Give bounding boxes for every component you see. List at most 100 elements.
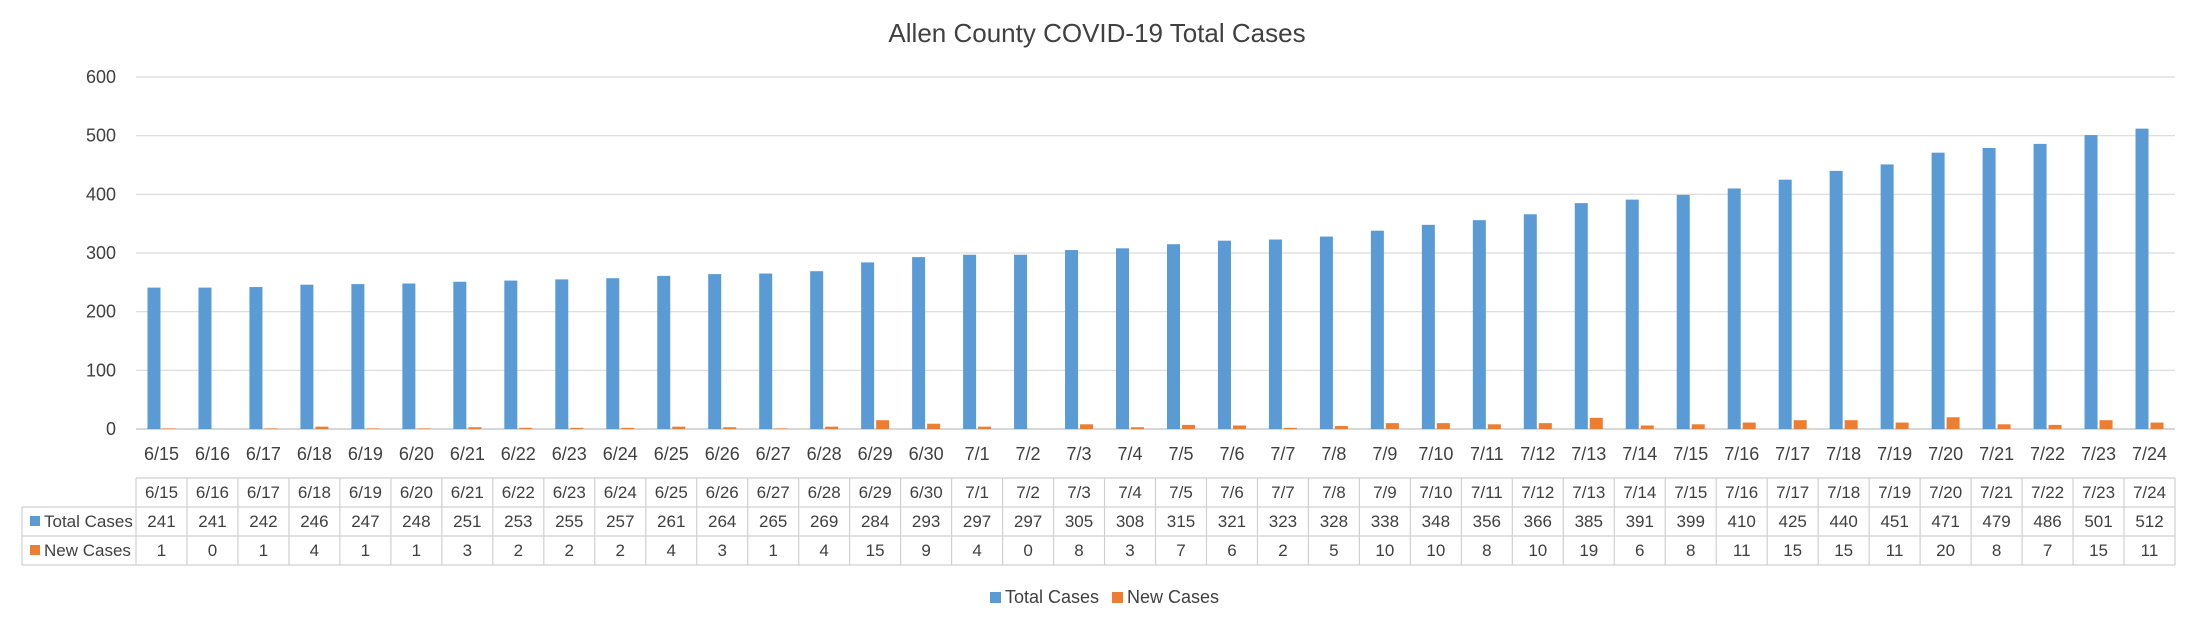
table-value-cell: 242 bbox=[249, 512, 277, 531]
bar-new-cases bbox=[774, 428, 788, 429]
bar-total-cases bbox=[1676, 194, 1690, 429]
table-value-cell: 486 bbox=[2033, 512, 2061, 531]
table-header-cell: 7/9 bbox=[1373, 483, 1397, 502]
bar-new-cases bbox=[1283, 427, 1297, 429]
table-value-cell: 247 bbox=[351, 512, 379, 531]
table-header-cell: 6/24 bbox=[604, 483, 637, 502]
table-header-cell: 7/6 bbox=[1220, 483, 1244, 502]
table-header-cell: 7/24 bbox=[2133, 483, 2166, 502]
table-header-cell: 7/13 bbox=[1572, 483, 1605, 502]
bar-new-cases bbox=[570, 427, 584, 429]
table-value-cell: 410 bbox=[1728, 512, 1756, 531]
y-tick-label: 300 bbox=[86, 243, 116, 263]
table-value-cell: 348 bbox=[1422, 512, 1450, 531]
legend-key bbox=[990, 592, 1001, 603]
y-tick-label: 0 bbox=[106, 419, 116, 439]
y-tick-label: 400 bbox=[86, 184, 116, 204]
x-tick-label: 7/16 bbox=[1724, 444, 1759, 464]
table-value-cell: 4 bbox=[972, 541, 981, 560]
bar-total-cases bbox=[1778, 179, 1792, 429]
table-value-cell: 3 bbox=[717, 541, 726, 560]
bar-total-cases bbox=[504, 280, 518, 429]
table-value-cell: 8 bbox=[1482, 541, 1491, 560]
bar-total-cases bbox=[606, 278, 620, 429]
table-header-cell: 6/28 bbox=[808, 483, 841, 502]
table-value-cell: 10 bbox=[1426, 541, 1445, 560]
bar-total-cases bbox=[912, 257, 926, 429]
table-header-cell: 6/30 bbox=[910, 483, 943, 502]
table-value-cell: 8 bbox=[1992, 541, 2001, 560]
bar-total-cases bbox=[1166, 244, 1180, 429]
table-value-cell: 19 bbox=[1579, 541, 1598, 560]
x-tick-label: 7/8 bbox=[1321, 444, 1346, 464]
y-tick-label: 100 bbox=[86, 360, 116, 380]
bar-new-cases bbox=[366, 428, 380, 429]
table-value-cell: 0 bbox=[1023, 541, 1032, 560]
table-header-cell: 6/29 bbox=[859, 483, 892, 502]
table-legend-key bbox=[30, 516, 40, 526]
table-value-cell: 3 bbox=[1125, 541, 1134, 560]
bar-new-cases bbox=[1844, 420, 1858, 429]
table-value-cell: 10 bbox=[1528, 541, 1547, 560]
table-value-cell: 241 bbox=[198, 512, 226, 531]
bar-new-cases bbox=[2150, 422, 2164, 429]
bar-new-cases bbox=[1742, 422, 1756, 429]
y-tick-label: 200 bbox=[86, 302, 116, 322]
table-value-cell: 4 bbox=[310, 541, 319, 560]
bar-new-cases bbox=[672, 426, 686, 429]
table-value-cell: 269 bbox=[810, 512, 838, 531]
table-value-cell: 255 bbox=[555, 512, 583, 531]
bar-new-cases bbox=[723, 427, 737, 429]
x-tick-label: 7/9 bbox=[1372, 444, 1397, 464]
table-value-cell: 440 bbox=[1829, 512, 1857, 531]
x-tick-label: 6/21 bbox=[450, 444, 485, 464]
table-header-cell: 7/11 bbox=[1471, 483, 1503, 502]
table-header-cell: 6/25 bbox=[655, 483, 688, 502]
table-header-cell: 7/2 bbox=[1016, 483, 1040, 502]
bar-total-cases bbox=[351, 284, 365, 429]
x-tick-label: 7/14 bbox=[1622, 444, 1657, 464]
table-value-cell: 1 bbox=[412, 541, 421, 560]
x-tick-label: 7/7 bbox=[1270, 444, 1295, 464]
table-value-cell: 8 bbox=[1686, 541, 1695, 560]
x-tick-label: 6/25 bbox=[654, 444, 689, 464]
table-value-cell: 15 bbox=[866, 541, 885, 560]
table-value-cell: 2 bbox=[616, 541, 625, 560]
x-tick-label: 7/12 bbox=[1520, 444, 1555, 464]
table-header-cell: 7/22 bbox=[2031, 483, 2064, 502]
x-tick-label: 7/3 bbox=[1067, 444, 1092, 464]
gridlines bbox=[136, 76, 2175, 430]
x-tick-label: 6/16 bbox=[195, 444, 230, 464]
table-header-cell: 7/15 bbox=[1674, 483, 1707, 502]
x-tick-label: 6/24 bbox=[603, 444, 638, 464]
bar-new-cases bbox=[1436, 423, 1450, 429]
bar-total-cases bbox=[453, 281, 467, 429]
bar-new-cases bbox=[1997, 424, 2011, 429]
table-value-cell: 265 bbox=[759, 512, 787, 531]
table-value-cell: 328 bbox=[1320, 512, 1348, 531]
table-value-cell: 323 bbox=[1269, 512, 1297, 531]
table-value-cell: 246 bbox=[300, 512, 328, 531]
table-value-cell: 501 bbox=[2084, 512, 2112, 531]
x-tick-label: 6/19 bbox=[348, 444, 383, 464]
bar-total-cases bbox=[1625, 199, 1639, 429]
table-value-cell: 293 bbox=[912, 512, 940, 531]
table-value-cell: 284 bbox=[861, 512, 889, 531]
table-value-cell: 7 bbox=[1176, 541, 1185, 560]
bar-new-cases bbox=[621, 427, 635, 429]
table-value-cell: 10 bbox=[1375, 541, 1394, 560]
table-value-cell: 0 bbox=[208, 541, 217, 560]
bar-total-cases bbox=[1829, 170, 1843, 429]
table-header-cell: 7/20 bbox=[1929, 483, 1962, 502]
table-header-cell: 7/18 bbox=[1827, 483, 1860, 502]
table-value-cell: 257 bbox=[606, 512, 634, 531]
bar-total-cases bbox=[147, 287, 161, 429]
bar-total-cases bbox=[1727, 188, 1741, 429]
table-header-cell: 6/20 bbox=[400, 483, 433, 502]
table-value-cell: 1 bbox=[361, 541, 370, 560]
x-tick-label: 7/23 bbox=[2081, 444, 2116, 464]
legend-label: New Cases bbox=[1127, 587, 1219, 607]
x-tick-label: 7/24 bbox=[2132, 444, 2167, 464]
table-value-cell: 297 bbox=[963, 512, 991, 531]
